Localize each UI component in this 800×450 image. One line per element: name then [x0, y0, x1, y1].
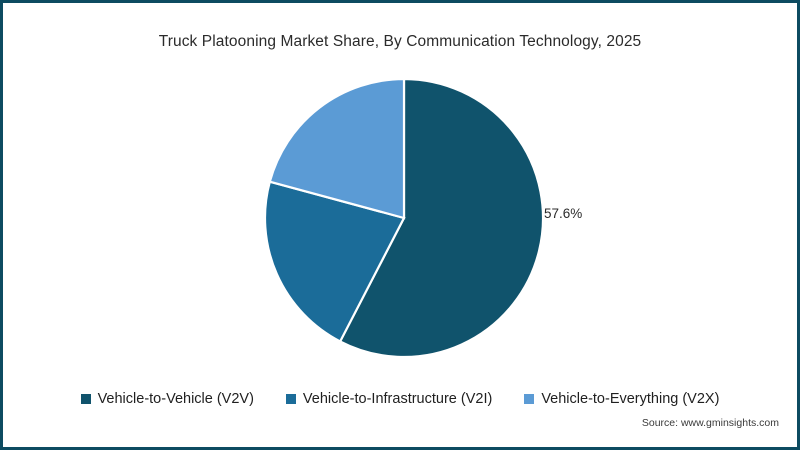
pie-chart-svg — [263, 77, 545, 359]
pie-slice-label-vehicle-to-vehicle: 57.6% — [544, 206, 583, 221]
chart-legend: Vehicle-to-Vehicle (V2V) Vehicle-to-Infr… — [3, 391, 797, 407]
legend-item-label: Vehicle-to-Infrastructure (V2I) — [302, 391, 493, 407]
pie-chart — [261, 75, 547, 361]
source-attribution: Source: www.gminsights.com — [641, 417, 779, 429]
legend-item-label: Vehicle-to-Vehicle (V2V) — [97, 391, 254, 407]
legend-item-vehicle-to-vehicle[interactable]: Vehicle-to-Vehicle (V2V) — [80, 391, 254, 407]
square-marker-icon — [80, 394, 91, 404]
legend-item-vehicle-to-infrastructure[interactable]: Vehicle-to-Infrastructure (V2I) — [285, 391, 493, 407]
square-marker-icon — [524, 394, 535, 404]
pie-slices — [263, 77, 545, 359]
legend-item-label: Vehicle-to-Everything (V2X) — [541, 391, 720, 407]
pie-slice-vehicle-to-everything[interactable] — [268, 77, 406, 220]
legend-item-vehicle-to-everything[interactable]: Vehicle-to-Everything (V2X) — [524, 391, 719, 407]
square-marker-icon — [285, 394, 296, 404]
pie-slice-vehicle-to-infrastructure[interactable] — [263, 180, 406, 343]
pie-slice-vehicle-to-vehicle[interactable] — [338, 77, 545, 359]
page-title: Truck Platooning Market Share, By Commun… — [158, 33, 642, 50]
